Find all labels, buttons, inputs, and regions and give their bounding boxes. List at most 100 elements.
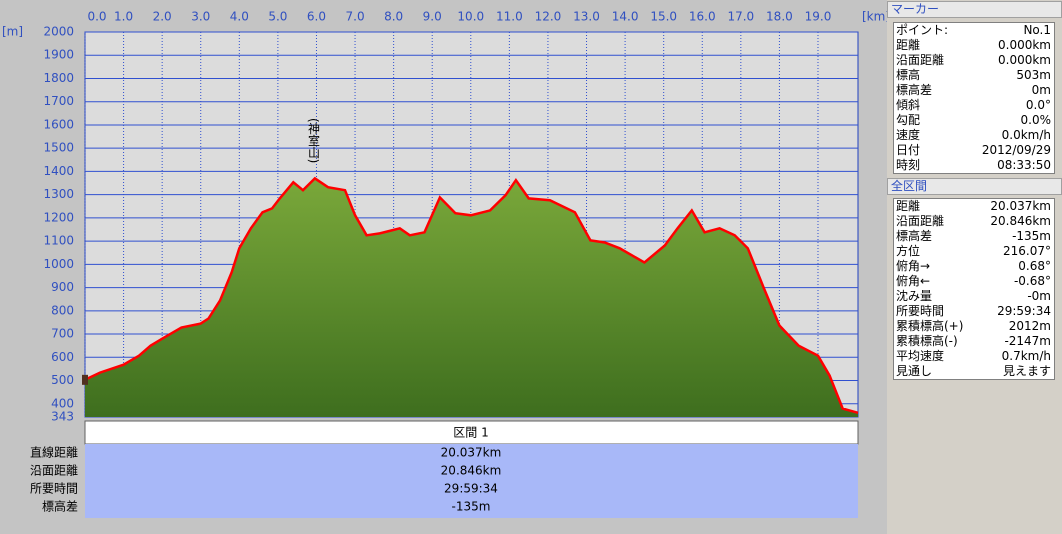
info-label: 標高差 <box>896 83 933 97</box>
info-row: 俯角→ 0.68° <box>894 259 1054 274</box>
info-row: 傾斜 0.0° <box>894 98 1054 113</box>
info-label: 俯角→ <box>896 259 931 273</box>
info-label: 標高 <box>896 68 921 82</box>
info-row: 沈み量 -0m <box>894 289 1054 304</box>
info-row: 平均速度 0.7km/h <box>894 349 1054 364</box>
x-tick-label: 3.0 <box>191 10 210 24</box>
x-tick-label: 14.0 <box>612 10 639 24</box>
info-label: 傾斜 <box>896 98 921 112</box>
info-row: 標高差 0m <box>894 83 1054 98</box>
info-row: 沿面距離 0.000km <box>894 53 1054 68</box>
marker-header[interactable]: マーカー <box>887 1 1062 18</box>
info-value: 2012m <box>1008 319 1051 333</box>
elevation-line <box>84 176 859 415</box>
y-tick-label: 1900 <box>43 48 74 62</box>
info-label: 累積標高(+) <box>896 319 964 333</box>
summary-value: 29:59:34 <box>444 482 498 496</box>
y-tick-label: 600 <box>51 350 74 364</box>
info-value: 0.000km <box>998 38 1051 52</box>
info-label: 距離 <box>896 38 921 52</box>
info-row: 日付 2012/09/29 <box>894 143 1054 158</box>
start-marker <box>82 374 88 385</box>
y-tick-label: 2000 <box>43 25 74 39</box>
x-axis-label: [km] <box>862 10 887 24</box>
info-row: 速度 0.0km/h <box>894 128 1054 143</box>
section-title: 区間 1 <box>453 426 488 440</box>
info-label: 平均速度 <box>896 349 945 363</box>
y-tick-label: 500 <box>51 373 74 387</box>
info-label: 沿面距離 <box>896 214 945 228</box>
info-row: 見通し 見えます <box>894 364 1054 379</box>
summary-value: 20.037km <box>441 446 502 460</box>
info-label: 標高差 <box>896 229 933 243</box>
info-value: 2012/09/29 <box>981 143 1051 157</box>
x-tick-label: 18.0 <box>766 10 793 24</box>
summary-box <box>85 444 858 518</box>
info-label: 速度 <box>896 128 921 142</box>
x-tick-label: 8.0 <box>384 10 403 24</box>
info-value: 0.000km <box>998 53 1051 67</box>
info-value: 見えます <box>1002 364 1051 378</box>
info-label: 時刻 <box>896 158 921 172</box>
y-tick-label: 1000 <box>43 257 74 271</box>
y-tick-label: 1800 <box>43 71 74 85</box>
info-value: 0.0km/h <box>1001 128 1051 142</box>
info-value: 0.68° <box>1018 259 1051 273</box>
x-tick-label: 0.0 <box>87 10 106 24</box>
info-value: 29:59:34 <box>997 304 1051 318</box>
y-tick-label: 1500 <box>43 141 74 155</box>
info-value: 0m <box>1031 83 1051 97</box>
section-header[interactable]: 全区間 <box>887 178 1062 195</box>
info-row: 俯角← -0.68° <box>894 274 1054 289</box>
info-value: -0m <box>1027 289 1051 303</box>
x-tick-label: 11.0 <box>496 10 523 24</box>
info-row: 時刻 08:33:50 <box>894 158 1054 173</box>
y-axis-label: [m] <box>2 25 23 39</box>
x-tick-label: 1.0 <box>114 10 133 24</box>
info-label: 見通し <box>896 364 933 378</box>
x-tick-label: 7.0 <box>346 10 365 24</box>
info-value: 216.07° <box>1003 244 1051 258</box>
elevation-area <box>85 178 858 417</box>
info-label: 沈み量 <box>896 289 933 303</box>
summary-label: 沿面距離 <box>30 464 78 478</box>
summary-value: 20.846km <box>441 464 502 478</box>
info-label: 距離 <box>896 199 921 213</box>
y-tick-label: 1100 <box>43 234 74 248</box>
y-tick-label: 900 <box>51 280 74 294</box>
info-value: 20.846km <box>990 214 1051 228</box>
marker-table: ポイント: No.1 距離 0.000km 沿面距離 0.000km 標高 503m 標高差 0m… <box>893 22 1055 174</box>
section-table: 距離 20.037km 沿面距離 20.846km 標高差 -135m 方位 216.07° 俯… <box>893 198 1055 380</box>
info-value: 20.037km <box>990 199 1051 213</box>
x-tick-label: 4.0 <box>230 10 249 24</box>
y-tick-label: 1700 <box>43 94 74 108</box>
info-value: 503m <box>1016 68 1051 82</box>
info-row: 距離 0.000km <box>894 38 1054 53</box>
y-tick-label: 700 <box>51 327 74 341</box>
info-label: 所要時間 <box>896 304 945 318</box>
info-row: 沿面距離 20.846km <box>894 214 1054 229</box>
x-tick-label: 2.0 <box>153 10 172 24</box>
y-tick-label: 400 <box>51 396 74 410</box>
info-value: 08:33:50 <box>997 158 1051 172</box>
info-label: 勾配 <box>896 113 921 127</box>
summary-label: 標高差 <box>42 499 78 514</box>
y-tick-label: 800 <box>51 303 74 317</box>
x-tick-label: 17.0 <box>727 10 754 24</box>
info-row: 標高 503m <box>894 68 1054 83</box>
x-tick-label: 15.0 <box>650 10 677 24</box>
info-row: 累積標高(+) 2012m <box>894 319 1054 334</box>
info-label: 方位 <box>896 244 921 258</box>
info-row: 累積標高(-) -2147m <box>894 334 1054 349</box>
info-label: 累積標高(-) <box>896 334 958 348</box>
info-value: -0.68° <box>1013 274 1051 288</box>
x-tick-label: 13.0 <box>573 10 600 24</box>
info-value: -2147m <box>1004 334 1051 348</box>
info-value: No.1 <box>1023 23 1051 37</box>
info-value: 0.0° <box>1025 98 1051 112</box>
x-tick-label: 9.0 <box>423 10 442 24</box>
info-row: 方位 216.07° <box>894 244 1054 259</box>
y-tick-label: 1400 <box>43 164 74 178</box>
